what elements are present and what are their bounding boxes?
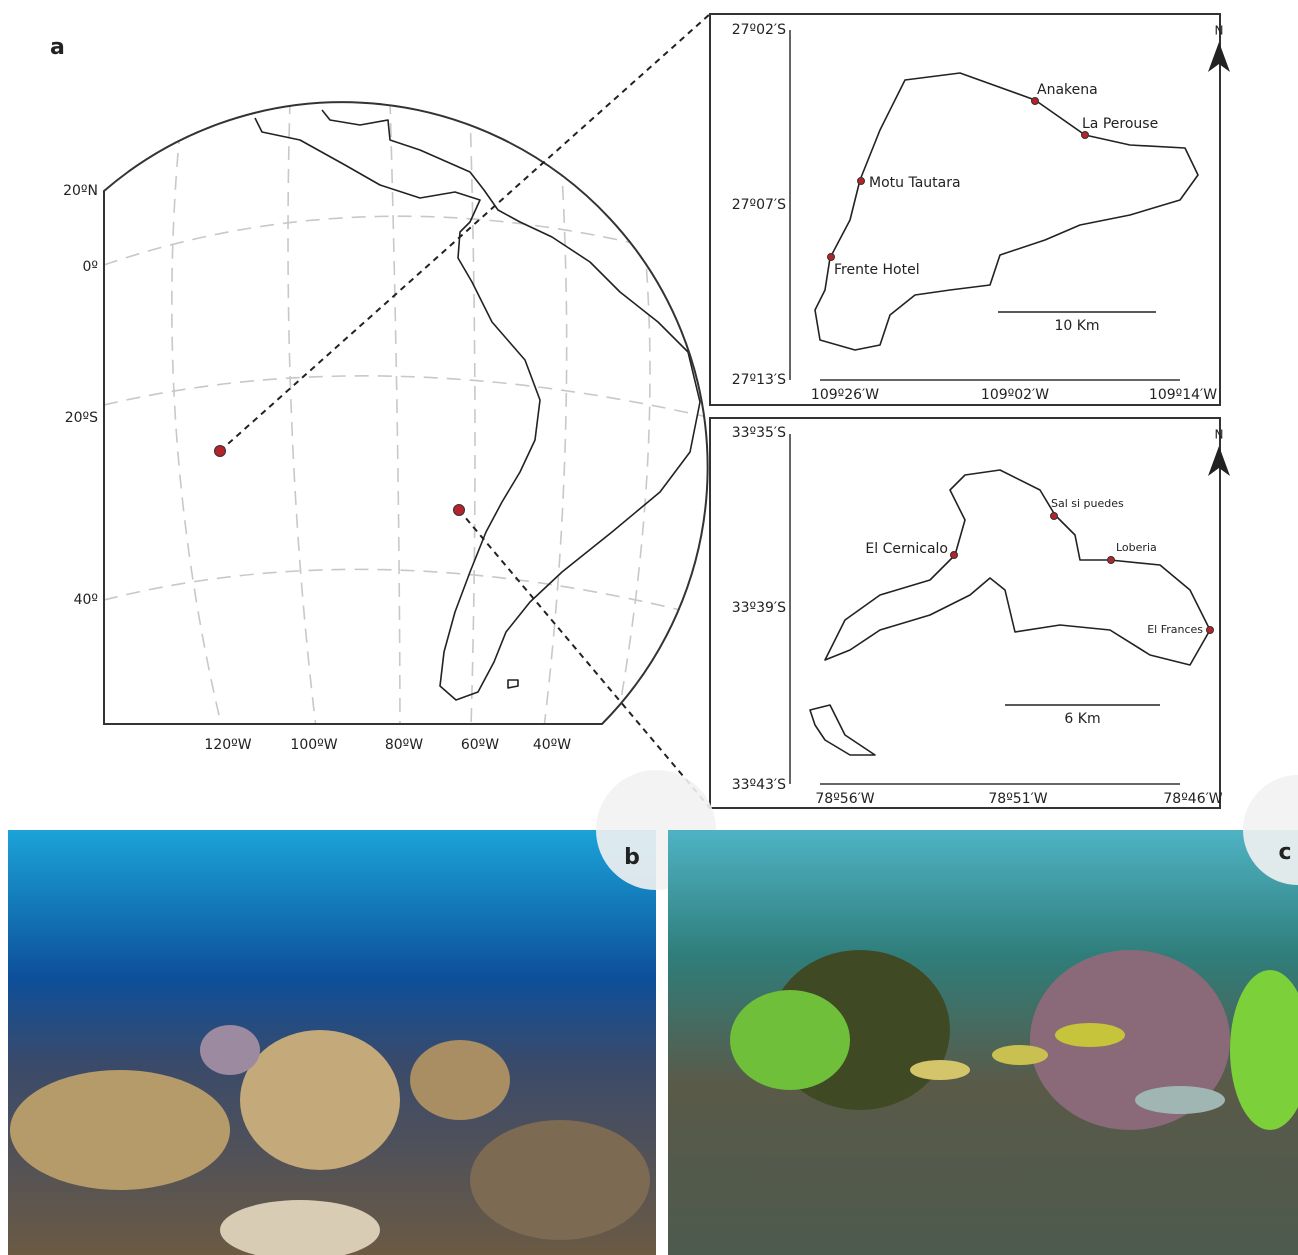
site-label: Motu Tautara [869, 175, 961, 191]
scale-label: 6 Km [1064, 711, 1100, 727]
lon-label: 100ºW [290, 737, 337, 753]
site-dot [951, 552, 958, 559]
site-dot [1032, 98, 1039, 105]
site-label: Frente Hotel [834, 262, 920, 278]
panel-label: a [50, 35, 65, 60]
site-label: El Frances [1147, 623, 1203, 636]
site-dot [1108, 557, 1115, 564]
lat-label: 27º13′S [732, 372, 786, 388]
small-island [810, 705, 875, 755]
photo-label: b [624, 845, 640, 870]
lat-label: 27º07′S [732, 197, 786, 213]
lat-label: 33º35′S [732, 425, 786, 441]
photo-b [8, 770, 716, 1255]
lon-label: 120ºW [204, 737, 251, 753]
location-dot [215, 446, 226, 457]
lon-label: 60ºW [461, 737, 499, 753]
lat-label: 33º43′S [732, 777, 786, 793]
easter-island [815, 73, 1198, 350]
lat-label: 33º39′S [732, 600, 786, 616]
site-label: Sal si puedes [1051, 497, 1124, 510]
lon-label: 109º02′W [981, 387, 1049, 403]
location-dot [454, 505, 465, 516]
lat-label: 20ºN [63, 183, 98, 199]
lon-label: 80ºW [385, 737, 423, 753]
north-label: N [1215, 24, 1224, 38]
site-dot [858, 178, 865, 185]
lon-label: 78º56′W [815, 791, 874, 807]
inset-frame [710, 418, 1220, 808]
inset-frame [710, 14, 1220, 405]
site-label: La Perouse [1082, 116, 1158, 132]
lat-label: 20ºS [65, 410, 98, 426]
figure: a 20ºN 0º 20ºS 40º 120ºW 100ºW 80ºW 60ºW 40ºW 27º0… [0, 0, 1298, 1255]
site-dot [828, 254, 835, 261]
lon-label: 40ºW [533, 737, 571, 753]
lon-label: 78º51′W [988, 791, 1047, 807]
photo-c [668, 775, 1298, 1255]
site-label: El Cernicalo [865, 541, 948, 557]
leader-line [220, 14, 710, 451]
globe [104, 100, 720, 760]
lon-label: 78º46′W [1163, 791, 1222, 807]
lat-label: 0º [82, 259, 98, 275]
site-label: Anakena [1037, 82, 1098, 98]
site-dot [1082, 132, 1089, 139]
globe-frame [104, 102, 708, 724]
scale-label: 10 Km [1054, 318, 1099, 334]
site-label: Loberia [1116, 541, 1157, 554]
lon-label: 109º14′W [1149, 387, 1217, 403]
lat-label: 40º [74, 592, 98, 608]
site-dot [1207, 627, 1214, 634]
site-dot [1051, 513, 1058, 520]
lat-label: 27º02′S [732, 22, 786, 38]
photo-label: c [1278, 840, 1291, 865]
north-label: N [1215, 428, 1224, 442]
lon-label: 109º26′W [811, 387, 879, 403]
